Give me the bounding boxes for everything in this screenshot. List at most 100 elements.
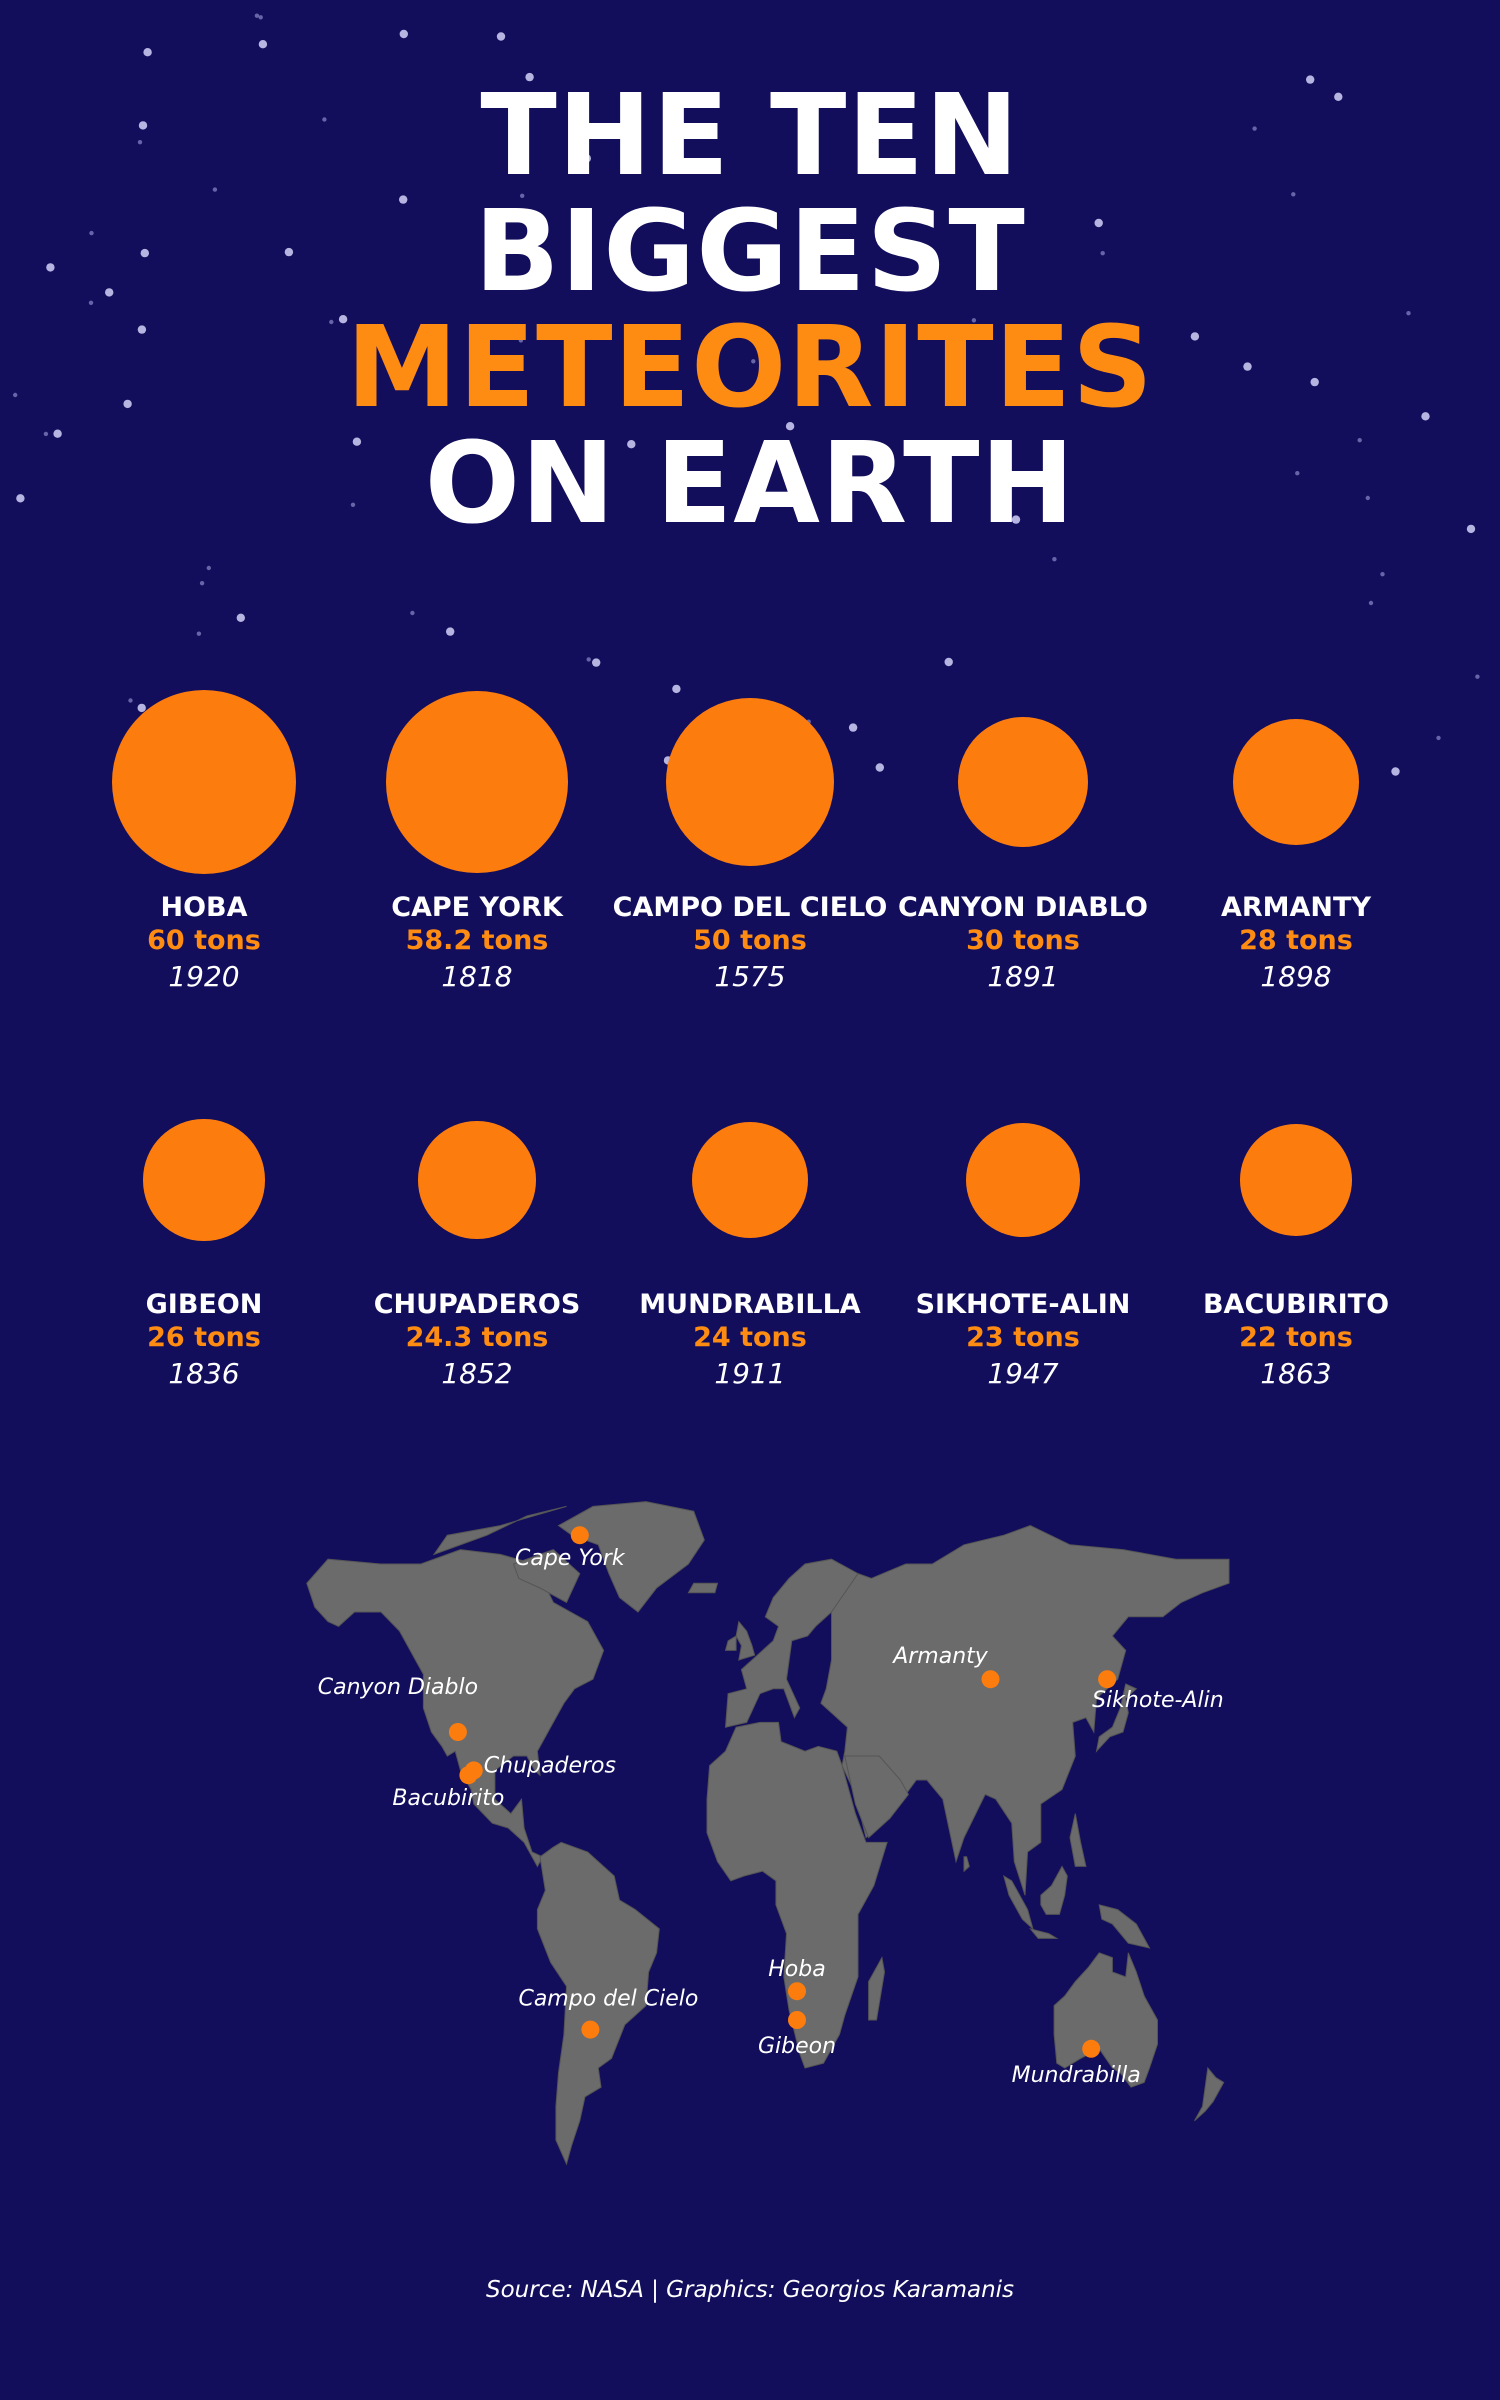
location-label: Sikhote-Alin: [1092, 1688, 1224, 1713]
location-marker: [448, 1723, 467, 1741]
star: [1306, 75, 1315, 84]
location-marker: [570, 1526, 589, 1545]
meteorite-name: SIKHOTE-ALIN: [915, 1289, 1131, 1320]
star: [1334, 92, 1343, 102]
star: [672, 684, 681, 694]
star: [1391, 767, 1400, 776]
star: [352, 437, 362, 446]
landmass: [536, 1841, 660, 2166]
star: [137, 325, 147, 334]
meteorite-size-circle: [143, 1119, 265, 1241]
star: [785, 422, 795, 431]
star: [751, 359, 756, 364]
star: [1190, 332, 1200, 341]
meteorite-year: 1891: [987, 960, 1059, 993]
star: [123, 399, 132, 409]
meteorite-weight: 30 tons: [966, 925, 1080, 956]
landmass: [557, 1501, 705, 1613]
source-credit: Source: NASA | Graphics: Georgios Karama…: [485, 2277, 1015, 2303]
meteorite-size-circle: [1240, 1124, 1352, 1236]
star: [592, 658, 601, 667]
star: [138, 121, 148, 130]
star: [322, 117, 327, 122]
meteorite-name: CANYON DIABLO: [898, 892, 1148, 923]
location-marker: [981, 1670, 1000, 1689]
location-label: Hoba: [768, 1957, 825, 1982]
star: [1122, 362, 1131, 372]
star: [206, 565, 211, 571]
meteorite-size-circle: [966, 1123, 1080, 1237]
star: [350, 502, 356, 507]
star: [46, 263, 55, 272]
meteorite-year: 1911: [714, 1357, 786, 1390]
star: [1466, 524, 1476, 534]
star: [196, 631, 202, 636]
star: [236, 613, 245, 622]
meteorite-year: 1898: [1260, 960, 1332, 993]
star: [1475, 674, 1480, 679]
location-marker: [788, 2011, 806, 2029]
star: [848, 723, 858, 732]
star: [338, 315, 348, 324]
star: [143, 48, 152, 57]
star: [329, 319, 334, 325]
meteorite-name: CAMPO DEL CIELO: [612, 892, 888, 923]
star: [627, 440, 636, 449]
meteorite-year: 1575: [714, 960, 786, 993]
meteorite-size-circle: [957, 716, 1089, 848]
landmass: [687, 1582, 719, 1594]
landmass: [1098, 1904, 1151, 1949]
star: [1368, 600, 1374, 606]
star: [258, 15, 263, 20]
location-label: Cape York: [515, 1546, 626, 1571]
landmass: [1028, 1927, 1059, 1939]
star: [582, 154, 591, 163]
star: [410, 610, 415, 616]
star: [199, 581, 205, 586]
meteorite-size-circle: [1233, 719, 1359, 845]
landmass: [1069, 1813, 1087, 1867]
meteorite-year: 1818: [441, 960, 513, 993]
landmass: [735, 1620, 756, 1661]
meteorite-weight: 24 tons: [693, 1322, 807, 1353]
location-label: Canyon Diablo: [318, 1675, 478, 1700]
landmass: [1002, 1874, 1034, 1931]
meteorite-name: CHUPADEROS: [373, 1289, 581, 1320]
star: [899, 326, 904, 331]
landmass: [868, 1956, 886, 2021]
star: [520, 193, 525, 198]
meteorite-name: BACUBIRITO: [1202, 1289, 1390, 1320]
star: [128, 698, 133, 703]
landmass: [724, 1635, 737, 1651]
star: [530, 283, 535, 288]
location-label: Campo del Cielo: [518, 1987, 698, 2012]
star: [525, 72, 534, 82]
landmass: [1095, 1683, 1138, 1753]
star: [399, 195, 408, 204]
star: [1011, 515, 1021, 524]
meteorite-year: 1852: [441, 1357, 513, 1390]
meteorite-size-circle: [112, 690, 296, 874]
meteorite-size-circle: [666, 698, 834, 866]
star: [43, 431, 49, 437]
star: [140, 248, 149, 258]
meteorite-year: 1947: [987, 1357, 1059, 1390]
star: [496, 32, 506, 41]
star: [105, 288, 114, 297]
meteorite-weight: 26 tons: [147, 1322, 261, 1353]
star: [616, 234, 622, 240]
star: [1094, 218, 1103, 228]
location-marker: [788, 1982, 806, 2001]
star: [1243, 362, 1252, 371]
meteorite-year: 1863: [1260, 1357, 1332, 1390]
location-marker: [1098, 1670, 1117, 1689]
star: [1252, 126, 1257, 131]
star: [1100, 251, 1105, 256]
star: [623, 401, 629, 406]
location-marker: [1082, 2039, 1101, 2058]
landmass: [706, 1721, 888, 2069]
meteorite-weight: 60 tons: [147, 925, 261, 956]
star: [88, 300, 94, 305]
meteorite-name: MUNDRABILLA: [639, 1289, 861, 1320]
